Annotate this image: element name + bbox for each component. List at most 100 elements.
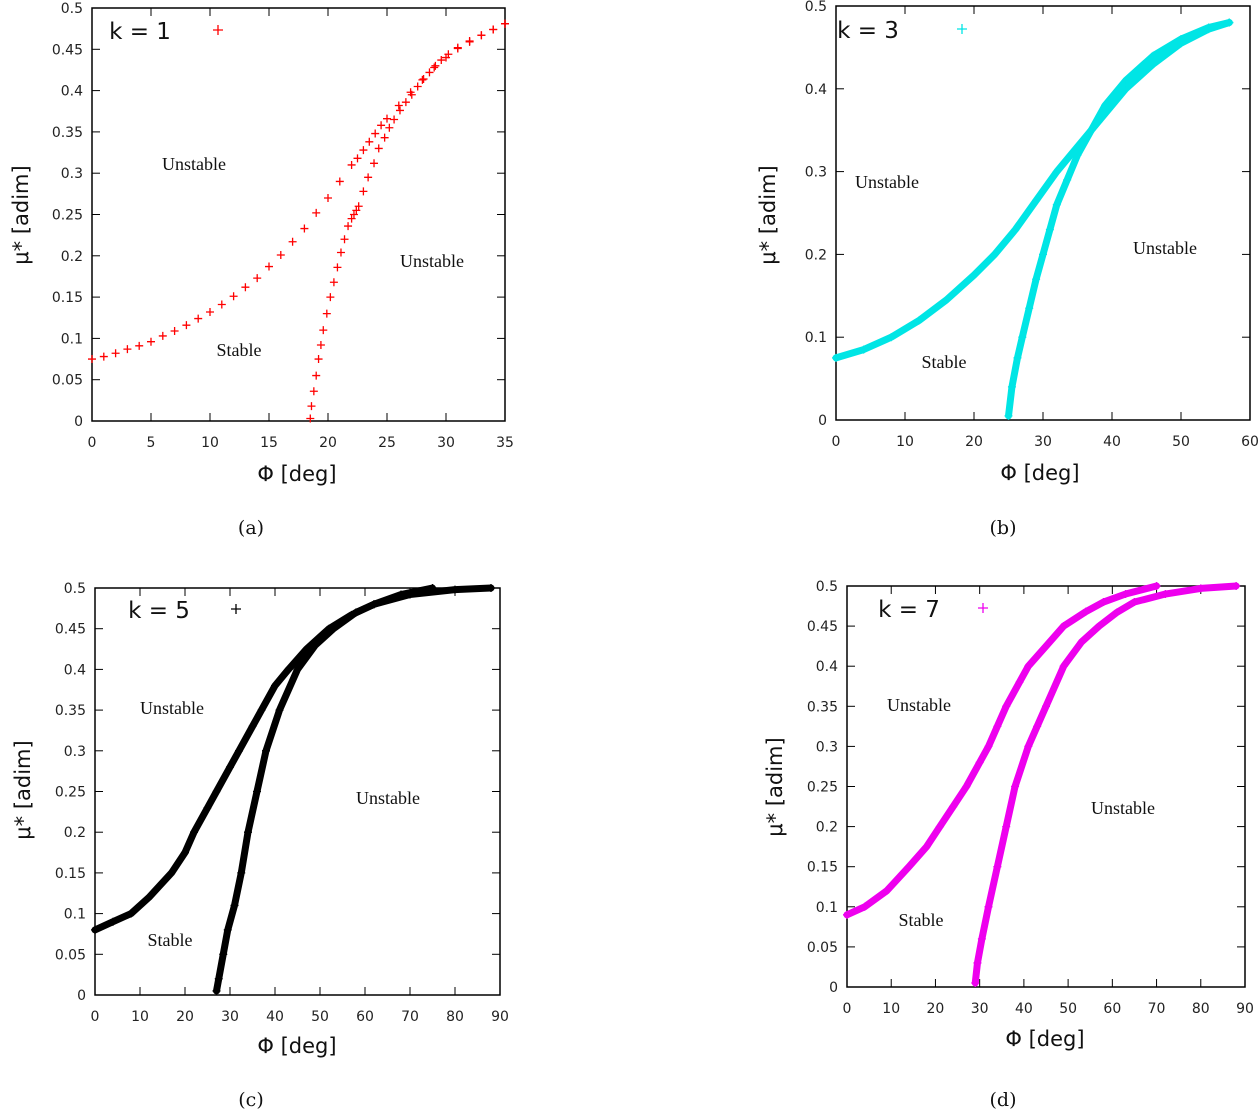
data-point [326,293,335,302]
data-point [990,250,999,259]
data-point [147,337,155,346]
data-point [347,214,356,223]
data-point [904,862,913,871]
data-point [1024,662,1033,671]
y-tick-label: 0.25 [807,780,838,796]
y-tick-label: 0.45 [55,622,86,638]
data-point [364,173,373,182]
data-point [88,355,96,364]
data-point [1042,642,1050,651]
data-point [123,345,132,354]
y-axis-label: μ* [adim] [9,165,33,264]
y-tick-label: 0.15 [55,866,86,882]
data-point [1149,59,1158,68]
data-point [1121,76,1130,85]
data-point [312,371,321,380]
data-point [91,925,99,934]
y-tick-label: 0.2 [816,820,838,836]
data-point [1025,304,1034,313]
data-point [1077,638,1086,647]
data-point [352,608,360,617]
y-tick-label: 0.3 [61,166,83,182]
subplot-caption: (b) [990,517,1017,539]
data-point [887,333,896,342]
y-axis-label: μ* [adim] [763,737,787,836]
y-tick-label: 0.05 [52,373,83,389]
y-tick-label: 0 [829,980,838,996]
data-point [1099,598,1108,607]
subplot-a: 0 5 10 15 20 25 30 35 0 0.05 0.1 0.15 0.2 0.25 0.3 0.35… [9,1,514,539]
x-tick-label: 80 [446,1009,464,1025]
data-point [374,144,383,153]
data-point [1052,167,1061,176]
data-point [99,352,108,361]
data-point [354,202,363,211]
series-2-trace [1005,19,1233,420]
x-tick-label: 90 [1236,1001,1254,1017]
y-tick-label: 0.1 [61,331,83,347]
region-label: Unstable [887,695,951,715]
data-point [971,978,980,987]
y-tick-label: 0.35 [55,703,86,719]
y-tick-label: 0.05 [55,947,86,963]
data-point [194,314,203,323]
y-tick-label: 0.25 [55,785,86,801]
data-point [942,295,951,304]
data-point [1095,622,1104,631]
legend-marker [213,25,223,35]
x-tick-label: 20 [319,435,337,451]
data-point [370,600,378,609]
data-point [265,262,273,271]
x-tick-label: 50 [1059,1001,1077,1017]
data-point [394,101,403,110]
x-tick-label: 0 [91,1009,100,1025]
x-tick-label: 30 [971,1001,989,1017]
data-point [914,316,923,325]
x-tick-label: 60 [356,1009,374,1025]
data-point [501,19,509,28]
data-point [145,893,153,902]
data-point [306,414,315,423]
data-point [230,901,239,910]
data-point [340,235,349,244]
data-point [1013,353,1022,362]
x-tick-label: 10 [896,434,914,450]
data-point [984,902,993,911]
data-point [1204,23,1213,32]
data-point [860,902,869,911]
data-point [288,237,297,246]
region-label: Unstable [855,172,919,192]
y-tick-label: 0.4 [64,662,86,678]
data-point [214,974,223,983]
data-point [1011,225,1020,234]
data-point [253,274,262,283]
y-tick-label: 0.15 [807,860,838,876]
plot-frame [91,7,506,422]
x-axis-label: Φ [deg] [1005,1027,1084,1051]
x-tick-label: 5 [147,435,156,451]
data-point [359,187,368,196]
x-tick-label: 80 [1192,1001,1210,1017]
x-tick-label: 40 [1015,1001,1033,1017]
x-tick-label: 10 [131,1009,149,1025]
data-point [158,331,167,340]
x-tick-label: 20 [927,1001,945,1017]
y-tick-label: 0.1 [805,330,827,346]
x-tick-label: 0 [832,434,841,450]
x-tick-label: 30 [437,435,455,451]
data-point [397,590,405,599]
y-tick-label: 0.1 [64,907,86,923]
y-tick-label: 0.3 [816,739,838,755]
y-tick-label: 0.2 [61,249,83,265]
data-point [335,177,344,186]
data-point [1130,598,1139,607]
data-point [437,56,446,65]
x-tick-label: 40 [1103,434,1121,450]
data-point [226,763,234,772]
data-point [322,309,331,318]
x-tick-label: 60 [1103,1001,1121,1017]
subplot-caption: (a) [238,517,264,539]
x-tick-label: 50 [1172,434,1190,450]
legend-marker [978,603,988,613]
